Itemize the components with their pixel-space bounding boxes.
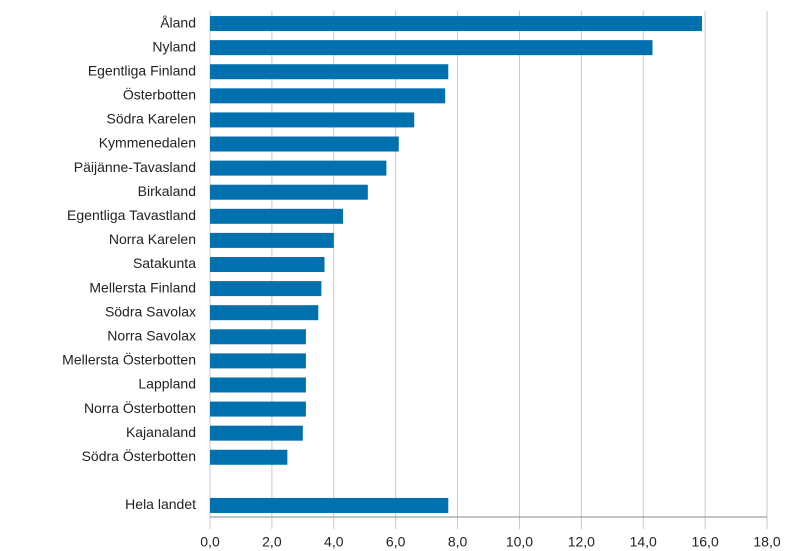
y-tick-label: Egentliga Tavastland [67,207,196,223]
bar [210,184,368,200]
y-tick-label: Mellersta Finland [89,279,196,295]
bar [210,257,325,272]
y-tick-label: Nyland [152,38,196,54]
y-tick-label: Mellersta Österbotten [62,351,196,368]
bar [210,64,449,80]
y-tick-label: Norra Karelen [109,231,196,247]
bar [210,425,303,441]
x-tick-label: 2,0 [262,534,282,550]
x-tick-label: 4,0 [324,534,344,550]
y-tick-label: Päijänne-Tavasland [74,159,196,175]
x-tick-label: 12,0 [568,534,595,550]
x-tick-label: 16,0 [691,534,718,550]
bar [210,160,387,176]
y-tick-label: Kajanaland [126,424,196,440]
bar [210,112,415,128]
bar [210,497,449,513]
bar [210,208,344,224]
y-tick-label: Norra Österbotten [84,399,196,416]
x-tick-label: 14,0 [630,534,657,550]
y-tick-label: Norra Savolax [107,327,196,343]
y-tick-label: Södra Karelen [106,111,196,127]
x-tick-label: 18,0 [753,534,780,550]
bar [210,136,399,152]
bar [210,232,334,248]
y-tick-label: Satakunta [133,255,196,271]
bar [210,305,319,321]
x-tick-label: 6,0 [386,534,406,550]
y-tick-label: Hela landet [125,496,196,512]
y-tick-label: Kymmenedalen [99,135,196,151]
x-tick-label: 8,0 [448,534,468,550]
y-tick-label: Lappland [138,376,196,392]
bar [210,88,446,104]
y-tick-label: Österbotten [123,86,196,103]
bar [210,281,322,297]
y-tick-label: Egentliga Finland [88,62,196,78]
bar [210,16,703,32]
bar [210,401,306,417]
bar [210,40,653,56]
bar [210,353,306,369]
bar [210,449,288,465]
x-tick-label: 0,0 [200,534,220,550]
y-tick-label: Södra Savolax [105,303,196,319]
bar [210,329,306,345]
y-tick-label: Birkaland [138,183,196,199]
y-tick-label: Södra Österbotten [82,447,196,464]
y-tick-label: Åland [160,14,196,30]
x-tick-label: 10,0 [506,534,533,550]
bar [210,377,306,393]
